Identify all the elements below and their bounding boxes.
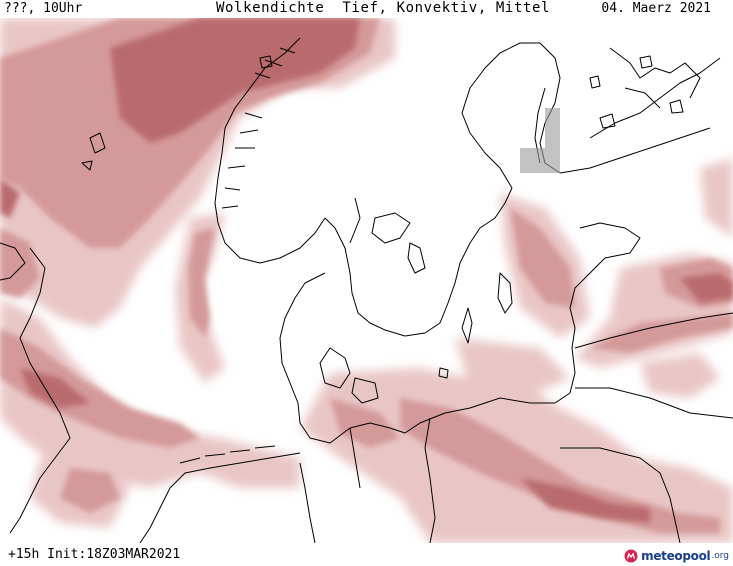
header-bar: ???, 10Uhr Wolkendichte Tief, Konvektiv,… bbox=[0, 0, 733, 18]
meteopool-logo-icon bbox=[624, 549, 638, 563]
footer-bar: +15h Init:18Z03MAR2021 meteopool .org bbox=[0, 543, 733, 566]
ice-speckle bbox=[520, 108, 560, 173]
logo-text: meteopool bbox=[641, 549, 711, 563]
logo-suffix: .org bbox=[711, 551, 729, 561]
map-title: Wolkendichte Tief, Konvektiv, Mittel bbox=[216, 0, 551, 16]
model-run-label: +15h Init:18Z03MAR2021 bbox=[8, 547, 181, 562]
cloud-layer-dark bbox=[0, 18, 733, 523]
valid-time-label: ???, 10Uhr bbox=[4, 1, 83, 16]
meteopool-logo[interactable]: meteopool .org bbox=[624, 547, 729, 565]
map-canvas bbox=[0, 18, 733, 543]
date-label: 04. Maerz 2021 bbox=[601, 1, 711, 16]
coastline-layer bbox=[0, 37, 733, 543]
cloud-density-map bbox=[0, 18, 733, 543]
